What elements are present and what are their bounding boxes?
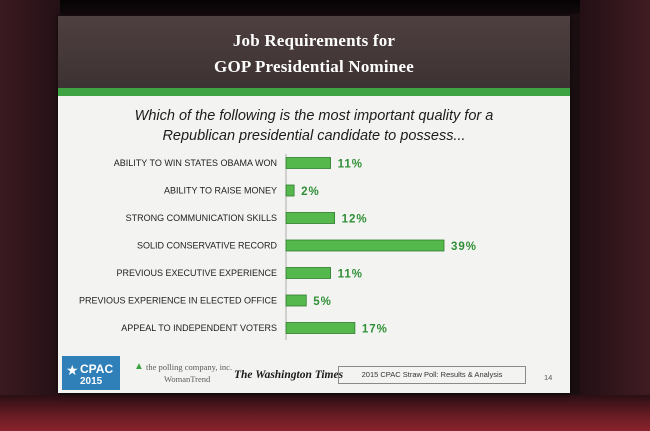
slide-title-line-1: Job Requirements for	[232, 31, 396, 50]
category-label: STRONG COMMUNICATION SKILLS	[126, 213, 277, 223]
category-label: ABILITY TO WIN STATES OBAMA WON	[114, 158, 277, 168]
category-label: APPEAL TO INDEPENDENT VOTERS	[121, 323, 277, 333]
bar-chart: ABILITY TO WIN STATES OBAMA WON 11% ABILIT…	[79, 154, 477, 340]
polling-company-name: the polling company, inc.	[146, 362, 233, 372]
survey-question-line-1: Which of the following is the most impor…	[134, 108, 494, 124]
projected-slide: Job Requirements for GOP Presidential No…	[58, 16, 570, 393]
room-ceiling	[0, 0, 650, 14]
value-label: 12%	[342, 214, 368, 226]
survey-question: Which of the following is the most impor…	[58, 106, 570, 146]
bar	[285, 184, 295, 197]
page-number: 14	[544, 373, 553, 382]
cpac-logo-text: CPAC	[80, 362, 114, 376]
polling-company-logo: ▲ the polling company, inc. WomanTrend	[134, 360, 244, 388]
green-divider	[58, 88, 570, 96]
category-label: ABILITY TO RAISE MONEY	[164, 186, 277, 196]
star-icon: ★	[66, 362, 79, 378]
footnote-box: 2015 CPAC Straw Poll: Results & Analysis	[338, 366, 526, 384]
category-label: PREVIOUS EXECUTIVE EXPERIENCE	[116, 268, 277, 278]
value-label: 5%	[313, 296, 332, 308]
bar	[285, 294, 307, 307]
value-label: 17%	[362, 324, 388, 336]
category-label: SOLID CONSERVATIVE RECORD	[137, 241, 278, 251]
category-label: PREVIOUS EXPERIENCE IN ELECTED OFFICE	[79, 296, 277, 306]
bar	[285, 322, 356, 334]
bar	[285, 157, 331, 169]
slide-header: Job Requirements for GOP Presidential No…	[58, 16, 570, 88]
room-right-wall	[580, 0, 650, 431]
bar	[285, 267, 331, 279]
room-left-wall	[0, 0, 60, 431]
stage-floor	[0, 395, 650, 431]
slide-title-line-2: GOP Presidential Nominee	[214, 57, 414, 76]
polling-company-brand: WomanTrend	[164, 374, 211, 384]
value-label: 11%	[338, 269, 363, 281]
washington-times-logo: The Washington Times	[234, 369, 344, 381]
value-label: 39%	[451, 241, 477, 253]
survey-question-line-2: Republican presidential candidate to pos…	[162, 128, 466, 144]
cpac-logo: ★ CPAC 2015	[62, 356, 120, 390]
slide-footer: ★ CPAC 2015 ▲ the polling company, inc. …	[58, 354, 570, 393]
bar	[285, 212, 336, 224]
leaf-icon: ▲	[134, 361, 144, 372]
cpac-logo-year: 2015	[80, 376, 103, 387]
value-label: 11%	[338, 159, 363, 171]
value-label: 2%	[301, 186, 320, 198]
bar	[285, 239, 445, 252]
